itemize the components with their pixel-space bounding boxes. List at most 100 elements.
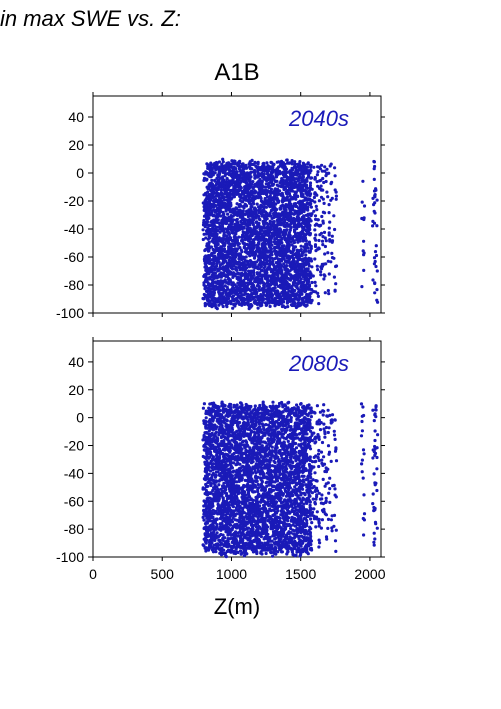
data-point — [310, 280, 314, 285]
data-point — [270, 183, 274, 187]
data-point — [305, 179, 309, 183]
data-point — [257, 179, 261, 183]
data-point — [371, 278, 375, 282]
data-point — [209, 527, 213, 532]
data-point — [249, 175, 253, 179]
data-point — [231, 306, 235, 310]
data-point — [282, 300, 286, 304]
data-point — [224, 221, 229, 225]
data-point — [312, 209, 316, 213]
data-point — [285, 264, 289, 268]
data-point — [262, 223, 266, 227]
data-point — [362, 239, 366, 243]
data-point — [322, 277, 326, 281]
data-point — [265, 274, 269, 278]
data-point — [272, 220, 276, 224]
data-point — [278, 227, 282, 231]
data-point — [277, 252, 281, 256]
data-point — [302, 208, 306, 212]
data-point — [221, 273, 225, 277]
data-point — [206, 465, 210, 469]
data-point — [319, 184, 323, 188]
data-point — [232, 286, 236, 290]
data-point — [361, 249, 365, 253]
period-label: 2080s — [288, 351, 349, 376]
data-point — [214, 547, 218, 551]
data-point — [216, 206, 220, 210]
data-point — [313, 200, 317, 204]
data-point — [263, 264, 267, 268]
data-point — [361, 179, 365, 183]
data-point — [250, 205, 254, 209]
data-point — [306, 246, 310, 250]
data-point — [294, 197, 298, 201]
data-point — [258, 225, 262, 229]
data-point — [268, 214, 272, 218]
data-point — [245, 166, 249, 170]
data-point — [212, 189, 216, 194]
data-point — [251, 270, 255, 274]
data-point — [326, 195, 330, 199]
data-point — [333, 188, 337, 192]
data-point — [265, 161, 269, 165]
data-point — [221, 291, 225, 296]
data-point — [215, 425, 219, 429]
data-point — [202, 477, 206, 481]
data-point — [237, 300, 241, 304]
data-point — [232, 193, 236, 197]
data-point — [373, 281, 377, 285]
data-point — [305, 303, 309, 307]
data-point — [244, 204, 248, 208]
data-point — [237, 235, 241, 239]
data-point — [308, 168, 312, 173]
data-point — [215, 236, 219, 240]
data-point — [373, 164, 377, 169]
data-point — [253, 189, 257, 193]
data-point — [252, 273, 256, 277]
data-point — [215, 162, 219, 166]
data-point — [327, 226, 331, 230]
data-point — [250, 182, 254, 186]
data-point — [266, 250, 270, 254]
data-point — [299, 244, 303, 248]
y-tick-label: -60 — [64, 249, 84, 265]
data-point — [285, 195, 289, 199]
data-point — [213, 303, 217, 307]
data-point — [217, 246, 221, 250]
data-point — [215, 225, 219, 229]
data-point — [247, 196, 251, 200]
scenario-title: A1B — [214, 59, 259, 86]
data-point — [233, 159, 237, 163]
data-point — [212, 290, 216, 294]
data-point — [317, 238, 321, 243]
data-point — [219, 209, 223, 213]
data-point — [310, 299, 314, 303]
data-point — [217, 174, 221, 178]
data-point — [207, 223, 211, 227]
data-point — [304, 239, 308, 243]
data-point — [333, 174, 337, 178]
data-point — [248, 177, 252, 181]
data-point — [313, 214, 318, 218]
data-point — [229, 203, 233, 207]
data-point — [218, 267, 222, 271]
y-tick-label: -60 — [64, 493, 84, 509]
data-point — [329, 162, 333, 166]
data-point — [253, 210, 257, 214]
data-point — [322, 230, 327, 234]
data-point — [238, 159, 242, 163]
data-point — [213, 204, 217, 208]
data-point — [219, 188, 223, 192]
data-point — [316, 268, 320, 272]
data-point — [230, 222, 234, 226]
data-point — [292, 202, 296, 206]
data-point — [212, 271, 217, 275]
data-point — [323, 291, 327, 295]
data-point — [215, 523, 219, 527]
data-point — [290, 162, 294, 166]
data-point — [223, 242, 227, 246]
y-tick-label: -100 — [56, 305, 84, 321]
data-point — [228, 294, 232, 298]
data-point — [205, 520, 209, 524]
